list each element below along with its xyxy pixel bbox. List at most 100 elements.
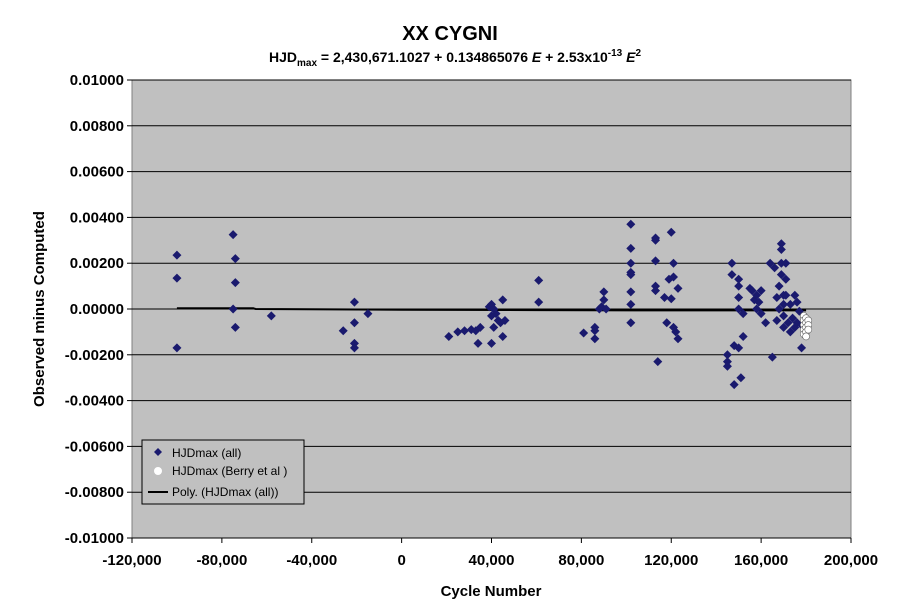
data-point-all <box>363 309 373 319</box>
data-point-all <box>722 361 732 371</box>
data-point-all <box>626 219 636 229</box>
x-tick-label: -120,000 <box>102 552 161 569</box>
data-point-all <box>626 299 636 309</box>
x-tick-label: 80,000 <box>558 552 604 569</box>
data-point-all <box>500 315 510 325</box>
data-point-all <box>727 270 737 280</box>
data-point-all <box>668 258 678 268</box>
data-point-all <box>338 326 348 336</box>
data-point-all <box>172 343 182 353</box>
data-point-all <box>230 322 240 332</box>
data-point-berry <box>804 325 813 334</box>
data-point-all <box>444 331 454 341</box>
y-tick-label: -0.00400 <box>65 393 124 410</box>
legend-label-berry: HJDmax (Berry et al ) <box>172 464 287 478</box>
data-point-all <box>792 297 802 307</box>
data-point-all <box>738 331 748 341</box>
data-point-all <box>626 258 636 268</box>
data-point-all <box>752 290 762 300</box>
data-point-berry <box>802 332 810 341</box>
data-point-all <box>349 338 359 348</box>
data-point-all <box>756 286 766 296</box>
data-point-all <box>626 287 636 297</box>
data-point-all <box>460 326 470 336</box>
data-point-all <box>666 294 676 304</box>
data-point-all <box>767 352 777 362</box>
data-point-all <box>734 281 744 291</box>
data-point-all <box>599 295 609 305</box>
data-point-all <box>734 304 744 314</box>
data-point-all <box>785 327 795 337</box>
legend-label-poly: Poly. (HJDmax (all)) <box>172 485 278 499</box>
data-point-all <box>779 322 789 332</box>
data-point-all <box>779 299 789 309</box>
data-point-all <box>475 322 485 332</box>
legend-box <box>141 439 305 505</box>
data-point-all <box>727 258 737 268</box>
data-point-all <box>666 227 676 237</box>
subtitle-var2: E <box>626 49 636 65</box>
data-point-all <box>498 295 508 305</box>
data-point-all <box>729 380 739 390</box>
y-tick-label: 0.01000 <box>70 72 124 89</box>
chart-subtitle: HJDmax = 2,430,671.1027 + 0.134865076 E … <box>269 48 642 69</box>
data-point-all <box>783 318 793 328</box>
data-point-all <box>781 274 791 284</box>
data-point-all <box>651 281 661 291</box>
data-point-all <box>722 357 732 367</box>
subtitle-var1: E <box>532 49 542 65</box>
data-point-all <box>489 322 499 332</box>
data-point-all <box>797 343 807 353</box>
y-tick-label: 0.00800 <box>70 118 124 135</box>
data-point-all <box>230 254 240 264</box>
x-tick-label: -80,000 <box>196 552 247 569</box>
data-point-all <box>781 290 791 300</box>
data-point-all <box>754 297 764 307</box>
data-point-all <box>790 290 800 300</box>
y-tick-label: -0.00600 <box>65 438 124 455</box>
data-point-all <box>772 293 782 303</box>
data-point-all <box>673 334 683 344</box>
x-tick-label: 160,000 <box>734 552 788 569</box>
subtitle-exp1: -13 <box>608 48 623 59</box>
data-point-all <box>776 270 786 280</box>
data-point-all <box>734 293 744 303</box>
subtitle-exp2: 2 <box>635 48 641 59</box>
data-point-all <box>776 239 786 249</box>
data-point-all <box>651 286 661 296</box>
data-point-all <box>266 311 276 321</box>
data-point-all <box>671 327 681 337</box>
x-tick-label: 0 <box>397 552 405 569</box>
y-tick-label: -0.00800 <box>65 484 124 501</box>
data-point-all <box>228 230 238 240</box>
data-point-all <box>781 258 791 268</box>
subtitle-prefix-sub: max <box>297 58 317 69</box>
data-point-all <box>673 283 683 293</box>
data-point-all <box>653 357 663 367</box>
data-point-all <box>349 343 359 353</box>
legend-label-all: HJDmax (all) <box>172 446 241 460</box>
legend-marker-berry <box>154 467 162 475</box>
data-point-all <box>765 258 775 268</box>
subtitle-eq1: = 2,430,671.1027 + 0.134865076 <box>317 49 532 65</box>
subtitle-prefix: HJD <box>269 49 297 65</box>
data-point-all <box>626 270 636 280</box>
x-axis-label: Cycle Number <box>441 583 542 600</box>
x-axis-ticks: -120,000 -80,000 -40,000 0 40,000 80,000 120,0… <box>102 538 878 569</box>
data-point-all <box>738 309 748 319</box>
data-point-all <box>228 304 238 314</box>
x-tick-label: 200,000 <box>824 552 878 569</box>
data-point-all <box>590 326 600 336</box>
series-layer <box>172 219 813 390</box>
data-point-all <box>770 263 780 273</box>
chart-title: XX CYGNI <box>402 23 498 45</box>
data-point-all <box>734 343 744 353</box>
data-point-all <box>651 256 661 266</box>
y-axis-label: Observed minus Computed <box>31 211 48 407</box>
data-point-all <box>230 278 240 288</box>
y-tick-label: 0.00400 <box>70 209 124 226</box>
data-point-all <box>498 331 508 341</box>
data-point-all <box>752 304 762 314</box>
y-tick-label: 0.00200 <box>70 255 124 272</box>
